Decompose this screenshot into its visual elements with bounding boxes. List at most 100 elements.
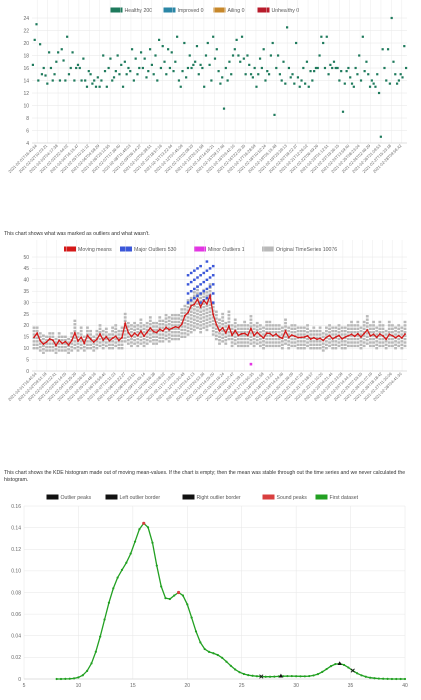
original-point <box>337 331 341 334</box>
health-point <box>365 60 368 63</box>
original-point <box>152 342 155 345</box>
original-point <box>145 335 149 338</box>
health-point <box>80 79 83 82</box>
original-point <box>252 324 256 327</box>
original-point <box>101 347 105 350</box>
original-point <box>369 327 372 331</box>
major-outlier-point <box>199 283 202 286</box>
original-point <box>359 340 363 343</box>
original-point <box>400 347 404 350</box>
original-point <box>324 347 328 350</box>
kde-point <box>125 561 128 564</box>
original-point <box>359 336 363 340</box>
original-point <box>199 307 203 310</box>
health-point <box>331 66 334 70</box>
health-point <box>255 85 258 88</box>
kde-line <box>56 522 405 680</box>
original-point <box>45 349 48 352</box>
original-point <box>274 324 278 327</box>
original-point <box>293 337 297 341</box>
original-point <box>321 349 325 352</box>
original-point <box>246 341 250 344</box>
original-point <box>155 332 159 335</box>
original-point <box>249 325 253 328</box>
health-point <box>136 73 139 76</box>
original-point <box>280 340 284 343</box>
original-point <box>268 320 272 324</box>
health-point <box>336 66 339 70</box>
health-point <box>354 66 357 70</box>
health-chart: Healthy 200 Improved 0 Ailing 0 Unhealthy 0… <box>0 0 421 225</box>
original-point <box>192 304 196 308</box>
moving-mean-point <box>404 333 406 335</box>
health-point <box>258 57 262 60</box>
original-point <box>274 344 278 348</box>
original-point <box>133 328 137 332</box>
original-point <box>233 318 237 321</box>
original-point <box>67 337 70 341</box>
health-point <box>221 76 224 79</box>
original-point <box>205 294 209 297</box>
moving-mean-point <box>105 335 108 338</box>
original-point <box>183 318 187 321</box>
original-point <box>362 327 366 331</box>
major-outlier-point <box>205 287 209 291</box>
original-point <box>183 321 187 325</box>
original-point <box>38 332 42 335</box>
moving-mean-point <box>382 334 384 337</box>
health-point <box>127 66 130 70</box>
moving-mean-point <box>253 334 255 337</box>
original-point <box>101 329 105 333</box>
original-point <box>145 342 149 345</box>
original-point <box>249 321 253 325</box>
original-point <box>240 331 243 334</box>
health-point <box>170 51 173 54</box>
original-point <box>89 333 92 336</box>
health-point <box>123 60 126 63</box>
health-point <box>141 66 144 70</box>
health-point <box>226 79 229 82</box>
original-point <box>82 339 86 342</box>
health-ytick-label: 24 <box>23 16 29 22</box>
original-point <box>233 325 237 328</box>
moving-mean-point <box>360 336 362 338</box>
health-point <box>69 66 72 70</box>
health-point <box>199 63 202 66</box>
health-point <box>401 76 404 79</box>
moving-mean-point <box>218 329 221 332</box>
original-point <box>183 332 187 335</box>
health-point <box>163 60 166 63</box>
health-point <box>181 70 184 73</box>
original-point <box>365 325 369 328</box>
original-point <box>365 342 369 345</box>
health-point <box>35 23 38 26</box>
original-point <box>381 341 385 344</box>
health-point <box>358 54 361 57</box>
original-point <box>205 308 209 311</box>
original-point <box>70 335 74 338</box>
moving-mean-point <box>171 327 174 330</box>
health-point <box>266 70 269 73</box>
original-point <box>403 334 407 337</box>
original-point <box>196 323 199 326</box>
moving-mean-point <box>328 334 331 337</box>
outlier-ytick-label: 15 <box>23 335 29 341</box>
health-point <box>383 66 386 70</box>
original-point <box>218 325 221 328</box>
original-point <box>306 331 309 334</box>
health-point <box>267 73 271 76</box>
original-point <box>73 340 77 343</box>
original-point <box>189 310 193 313</box>
original-point <box>208 303 212 307</box>
kde-point <box>264 675 267 678</box>
original-point <box>183 328 187 332</box>
original-point <box>189 313 193 317</box>
kde-point <box>290 674 293 678</box>
health-point <box>322 41 325 45</box>
original-point <box>202 323 206 326</box>
major-outlier-point <box>186 292 190 295</box>
original-point <box>353 341 357 344</box>
original-point <box>378 331 382 334</box>
original-point <box>299 340 303 343</box>
kde-point <box>138 528 141 531</box>
